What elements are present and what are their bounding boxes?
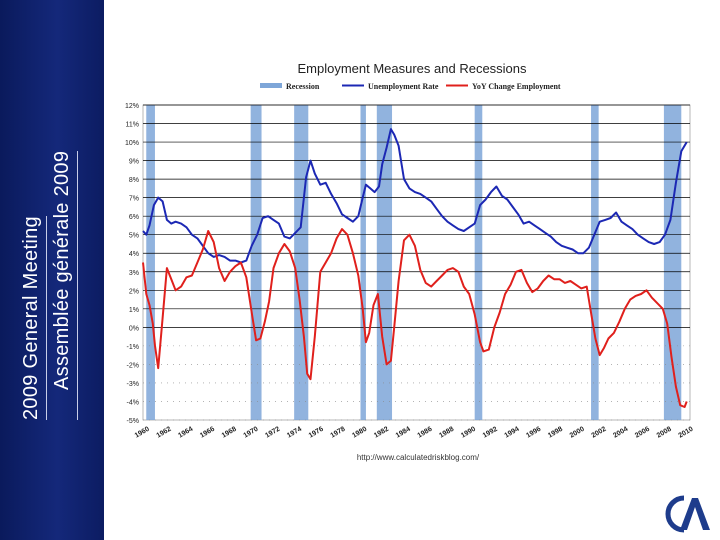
- x-tick-label: 1978: [330, 426, 347, 440]
- x-tick-label: 1968: [221, 426, 238, 440]
- recession-bands: [146, 105, 682, 420]
- y-tick-label: -3%: [127, 381, 139, 388]
- x-tick-label: 1986: [416, 426, 433, 440]
- x-tick-label: 1980: [351, 426, 368, 440]
- x-tick-label: 1962: [156, 426, 173, 440]
- y-tick-label: 4%: [129, 251, 139, 258]
- recession-band: [376, 105, 393, 420]
- recession-band: [474, 105, 483, 420]
- x-tick-label: 1972: [264, 426, 281, 440]
- chart-title: Employment Measures and Recessions: [297, 61, 527, 76]
- y-tick-label: 0%: [129, 325, 139, 332]
- x-tick-label: 1974: [286, 426, 303, 440]
- recession-band: [146, 105, 155, 420]
- unemployment-rate-line: [142, 128, 688, 264]
- y-tick-label: 2%: [129, 288, 139, 295]
- x-tick-label: 1976: [308, 426, 325, 440]
- sidebar-band: 2009 General Meeting Assemblée générale …: [0, 0, 104, 540]
- recession-band: [663, 105, 682, 420]
- y-tick-label: 9%: [129, 159, 139, 166]
- x-tick-label: 2006: [634, 426, 651, 440]
- x-tick-label: 2008: [656, 426, 673, 440]
- recession-band: [591, 105, 599, 420]
- yoy-employment-line: [142, 228, 688, 408]
- x-tick-label: 1964: [177, 426, 194, 440]
- x-tick-label: 1960: [134, 426, 151, 440]
- x-tick-label: 2004: [612, 426, 629, 440]
- x-tick-label: 1988: [438, 426, 455, 440]
- meeting-title-fr: Assemblée générale 2009: [49, 150, 78, 420]
- x-tick-label: 1990: [460, 426, 477, 440]
- recession-band: [250, 105, 262, 420]
- gridlines: [143, 104, 690, 421]
- y-tick-label: 1%: [129, 307, 139, 314]
- y-tick-label: -2%: [127, 362, 139, 369]
- x-tick-label: 2010: [677, 426, 694, 440]
- y-tick-label: 7%: [129, 196, 139, 203]
- y-tick-label: 8%: [129, 177, 139, 184]
- x-axis-ticks: 1960 1962 1964 1966 1968 1970 1972 1974 1976 1978…: [134, 426, 695, 440]
- chart-source: http://www.calculatedriskblog.com/: [357, 453, 480, 462]
- legend-label-employment: YoY Change Employment: [472, 82, 561, 91]
- plot-frame: [142, 104, 691, 421]
- x-tick-label: 1998: [547, 426, 564, 440]
- recession-band: [360, 105, 366, 420]
- x-tick-label: 1970: [243, 426, 260, 440]
- y-axis-ticks: 12% 11% 10% 9% 8% 7% 6% 5% 4% 3% 2% 1% 0% -1% -2% -3% -4…: [125, 103, 139, 425]
- y-tick-label: 6%: [129, 214, 139, 221]
- y-tick-label: 3%: [129, 270, 139, 277]
- x-tick-label: 1984: [395, 426, 412, 440]
- cia-logo-icon: [665, 495, 710, 533]
- y-tick-label: -1%: [127, 344, 139, 351]
- employment-chart: Employment Measures and Recessions Reces…: [125, 61, 695, 462]
- x-tick-label: 1992: [482, 426, 499, 440]
- y-tick-label: 10%: [125, 140, 139, 147]
- x-tick-label: 1996: [525, 426, 542, 440]
- x-tick-label: 1966: [199, 426, 216, 440]
- y-tick-label: 11%: [126, 122, 140, 129]
- legend-label-recession: Recession: [286, 82, 320, 91]
- chart-legend: Recession Unemployment Rate YoY Change E…: [260, 82, 561, 91]
- series-lines: [142, 128, 688, 408]
- y-tick-label: -4%: [127, 399, 139, 406]
- y-tick-label: -5%: [127, 418, 139, 425]
- meeting-title: 2009 General Meeting Assemblée générale …: [18, 0, 82, 420]
- legend-label-unemployment: Unemployment Rate: [368, 82, 439, 91]
- meeting-title-en: 2009 General Meeting: [18, 216, 47, 420]
- x-tick-label: 2002: [590, 426, 607, 440]
- x-tick-label: 1982: [373, 426, 390, 440]
- legend-swatch-recession: [260, 83, 282, 88]
- x-tick-label: 1994: [503, 426, 520, 440]
- y-tick-label: 5%: [129, 233, 139, 240]
- x-tick-label: 2000: [569, 426, 586, 440]
- y-tick-label: 12%: [125, 103, 139, 110]
